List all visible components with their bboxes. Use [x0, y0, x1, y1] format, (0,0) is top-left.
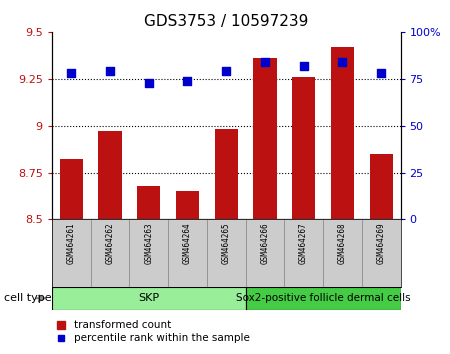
Text: GSM464263: GSM464263 [144, 223, 153, 264]
Bar [137, 186, 160, 354]
Bar [168, 219, 207, 287]
Point [339, 59, 346, 65]
Text: GSM464269: GSM464269 [377, 223, 386, 264]
Legend: transformed count, percentile rank within the sample: transformed count, percentile rank withi… [57, 320, 249, 343]
Point [300, 63, 307, 68]
Bar [331, 47, 354, 354]
Text: GSM464264: GSM464264 [183, 223, 192, 264]
Text: SKP: SKP [138, 293, 159, 303]
Bar [323, 219, 362, 287]
Bar [59, 159, 83, 354]
Point [222, 68, 230, 74]
Bar [98, 131, 122, 354]
Bar [369, 154, 393, 354]
Bar [215, 130, 238, 354]
Text: Sox2-positive follicle dermal cells: Sox2-positive follicle dermal cells [236, 293, 410, 303]
Bar [52, 287, 246, 310]
Text: GSM464261: GSM464261 [67, 223, 76, 264]
Point [261, 59, 269, 65]
Point [378, 70, 385, 76]
Bar [362, 219, 400, 287]
Bar [292, 77, 315, 354]
Text: GSM464262: GSM464262 [105, 223, 114, 264]
Title: GDS3753 / 10597239: GDS3753 / 10597239 [144, 14, 308, 29]
Bar [284, 219, 323, 287]
Bar [176, 191, 199, 354]
Text: cell type: cell type [4, 293, 52, 303]
Bar [207, 219, 246, 287]
Point [145, 80, 152, 85]
Bar [246, 219, 284, 287]
Bar [129, 219, 168, 287]
Bar [253, 58, 276, 354]
Bar [246, 287, 400, 310]
Text: GSM464268: GSM464268 [338, 223, 347, 264]
Text: GSM464266: GSM464266 [261, 223, 270, 264]
Text: GSM464267: GSM464267 [299, 223, 308, 264]
Bar [52, 219, 90, 287]
Bar [90, 219, 129, 287]
Point [184, 78, 191, 84]
Point [106, 68, 113, 74]
Point [68, 70, 75, 76]
Text: GSM464265: GSM464265 [221, 223, 230, 264]
